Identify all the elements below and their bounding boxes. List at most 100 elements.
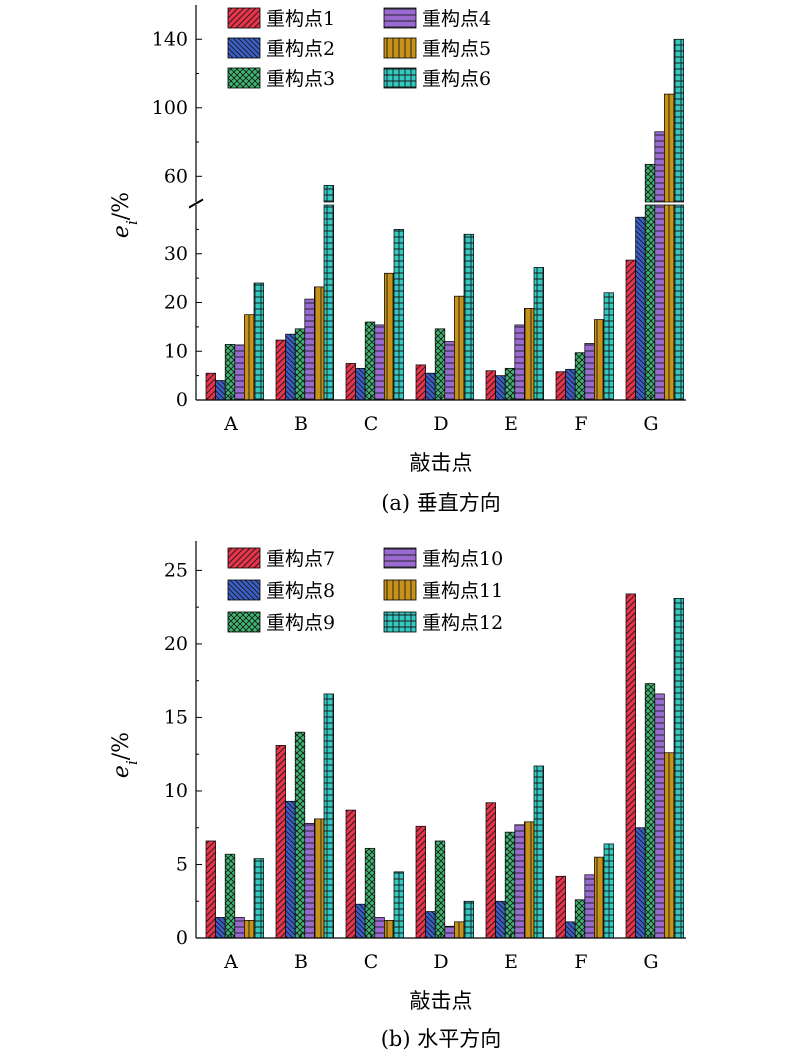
xtick-label-a-C: C	[364, 413, 379, 435]
bar-a-重构点3-E	[504, 367, 516, 401]
ytick-label-b-15: 15	[164, 706, 188, 728]
ytick-label-a-30: 30	[164, 243, 188, 265]
ytick-label-a-140: 140	[152, 28, 188, 50]
y-axis-label-a: ei/%	[109, 192, 141, 238]
bar-b-重构点12-C	[393, 871, 404, 939]
bar-b-重构点7-G	[625, 593, 636, 939]
ytick-label-b-0: 0	[176, 927, 188, 949]
ytick-label-b-10: 10	[164, 780, 188, 802]
bar-a-重构点5-A	[244, 314, 255, 401]
legend-swatch-b-1	[227, 547, 261, 569]
xtick-label-a-D: D	[433, 413, 448, 435]
x-axis-label-b: 敲击点	[410, 989, 473, 1013]
ytick-label-a-20: 20	[164, 292, 188, 314]
bar-a-重构点6-B	[323, 185, 334, 401]
bar-a-重构点3-B	[294, 328, 306, 401]
bar-a-重构点1-C	[345, 363, 356, 401]
bar-b-重构点9-C	[364, 847, 376, 939]
bar-b-重构点7-E	[485, 802, 496, 939]
bar-a-重构点1-A	[205, 372, 216, 401]
bar-b-重构点9-D	[434, 840, 446, 939]
bar-b-重构点9-B	[294, 731, 306, 939]
bar-a-重构点3-G	[644, 163, 656, 401]
bar-b-重构点12-A	[253, 858, 264, 939]
bar-b-重构点11-F	[594, 856, 605, 939]
bar-b-重构点7-C	[345, 809, 356, 939]
ytick-label-a-100: 100	[152, 97, 188, 119]
axis-break-a	[188, 198, 204, 209]
legend-swatch-a-4	[383, 7, 417, 29]
bar-b-重构点8-F	[565, 921, 576, 939]
bar-b-重构点8-D	[425, 911, 436, 939]
bar-a-重构点4-F	[584, 343, 595, 401]
bar-b-重构点10-D	[444, 925, 455, 939]
bar-a-重构点3-A	[224, 344, 236, 401]
bar-a-重构点3-D	[434, 328, 446, 401]
xtick-label-a-F: F	[574, 413, 587, 435]
legend-swatch-a-2	[227, 37, 261, 59]
bar-a-重构点6-A	[253, 282, 264, 401]
xtick-label-b-C: C	[364, 951, 379, 973]
bar-b-重构点12-B	[323, 693, 334, 939]
ytick-label-b-20: 20	[164, 633, 188, 655]
bar-a-重构点6-C	[393, 229, 404, 401]
bar-b-重构点8-C	[355, 903, 366, 939]
legend-swatch-a-3	[227, 67, 261, 89]
xtick-label-a-A: A	[223, 413, 238, 435]
legend-label-a-3: 重构点3	[266, 68, 335, 90]
legend-label-b-4: 重构点10	[422, 548, 503, 570]
bar-a-重构点1-D	[415, 364, 426, 401]
bar-b-重构点12-G	[673, 597, 684, 939]
bar-b-重构点11-B	[314, 818, 325, 939]
bar-a-重构点4-A	[234, 344, 245, 401]
xtick-label-b-G: G	[643, 951, 658, 973]
bar-b-重构点12-F	[603, 843, 614, 939]
xtick-label-b-E: E	[504, 951, 518, 973]
bar-a-重构点4-E	[514, 324, 525, 401]
legend-label-b-6: 重构点12	[422, 612, 503, 634]
legend-label-b-5: 重构点11	[422, 580, 503, 602]
xtick-label-b-D: D	[433, 951, 448, 973]
bar-b-重构点12-E	[533, 765, 544, 939]
bar-a-重构点2-C	[355, 367, 366, 401]
legend-swatch-b-3	[227, 611, 261, 633]
bar-a-重构点4-C	[374, 324, 385, 401]
bar-a-重构点6-E	[533, 267, 544, 401]
bar-a-重构点2-B	[285, 333, 296, 401]
bar-b-重构点7-B	[275, 745, 286, 939]
ytick-label-a-60: 60	[164, 165, 188, 187]
legend-swatch-b-6	[383, 611, 417, 633]
bar-b-重构点11-G	[664, 752, 675, 939]
bar-a-重构点6-G	[673, 38, 684, 401]
bar-a-重构点5-E	[524, 308, 535, 401]
bar-b-重构点10-A	[234, 917, 245, 939]
bar-a-重构点6-F	[603, 292, 614, 401]
xtick-label-a-G: G	[643, 413, 658, 435]
bar-b-重构点8-B	[285, 800, 296, 939]
bar-b-重构点10-F	[584, 874, 595, 939]
bar-a-重构点6-D	[463, 233, 474, 401]
bar-b-重构点10-G	[654, 693, 665, 939]
bar-a-重构点2-G	[635, 216, 646, 401]
bar-b-重构点8-A	[215, 917, 226, 939]
bar-a-重构点2-A	[215, 380, 226, 401]
legend-label-b-1: 重构点7	[266, 548, 335, 570]
bar-a-重构点5-C	[384, 272, 395, 401]
ytick-label-a-0: 0	[176, 389, 188, 411]
bar-a-重构点1-G	[625, 259, 636, 401]
chart-a: 0 10 20 30 60 100 140 A B C D E F G 敲击点 (a) 垂直方向 ei/% 重构点…	[109, 5, 686, 515]
bar-b-重构点12-D	[463, 900, 474, 939]
legend-swatch-a-6	[383, 67, 417, 89]
bar-a-重构点3-C	[364, 321, 376, 401]
ytick-label-b-5: 5	[176, 853, 188, 875]
legend-label-b-3: 重构点9	[266, 612, 335, 634]
bar-b-重构点8-E	[495, 900, 506, 939]
legend-swatch-b-5	[383, 579, 417, 601]
bar-a-重构点2-D	[425, 372, 436, 401]
bar-b-重构点9-A	[224, 853, 236, 939]
bar-b-重构点11-E	[524, 821, 535, 939]
bar-b-重构点9-F	[574, 899, 586, 939]
bar-b-重构点7-F	[555, 875, 566, 939]
bar-b-重构点11-D	[454, 921, 465, 939]
legend-label-a-2: 重构点2	[266, 38, 335, 60]
